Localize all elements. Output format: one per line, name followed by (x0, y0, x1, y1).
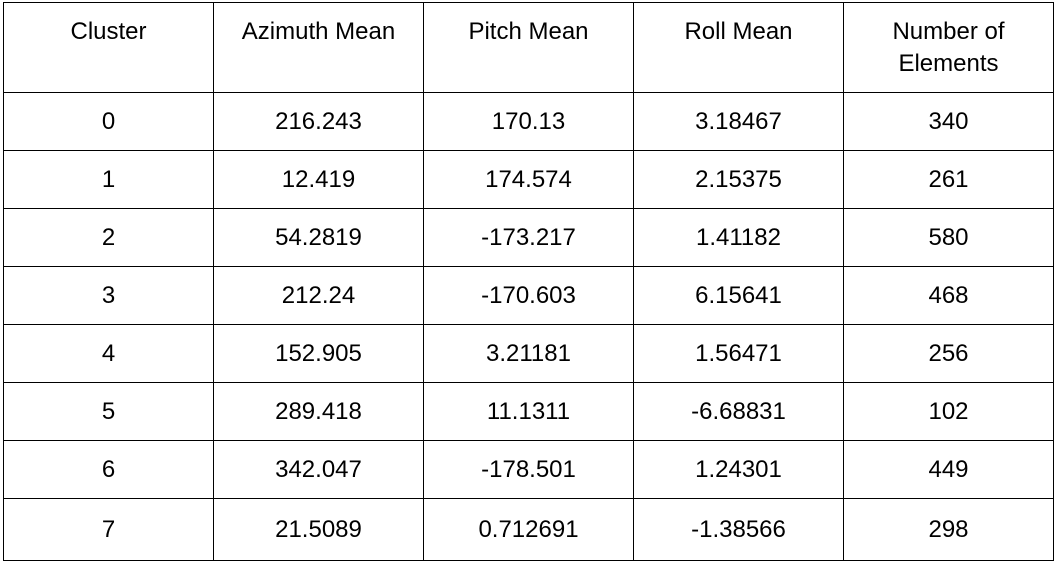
cell-azimuth-mean: 289.418 (213, 382, 424, 441)
header-cluster: Cluster (3, 2, 214, 93)
cell-azimuth-mean: 342.047 (213, 440, 424, 499)
cell-roll-mean: 6.15641 (633, 266, 844, 325)
cell-number-of-elements: 449 (843, 440, 1054, 499)
cell-azimuth-mean: 54.2819 (213, 208, 424, 267)
header-azimuth-mean: Azimuth Mean (213, 2, 424, 93)
cell-roll-mean: 1.56471 (633, 324, 844, 383)
cell-cluster: 1 (3, 150, 214, 209)
cell-cluster: 2 (3, 208, 214, 267)
cell-roll-mean: -1.38566 (633, 498, 844, 561)
cell-roll-mean: -6.68831 (633, 382, 844, 441)
table-header-row: Cluster Azimuth Mean Pitch Mean Roll Mea… (3, 2, 1054, 93)
cell-pitch-mean: 11.1311 (423, 382, 634, 441)
header-roll-mean: Roll Mean (633, 2, 844, 93)
table-row: 6 342.047 -178.501 1.24301 449 (3, 440, 1054, 499)
table-row: 2 54.2819 -173.217 1.41182 580 (3, 208, 1054, 267)
table-row: 4 152.905 3.21181 1.56471 256 (3, 324, 1054, 383)
cell-number-of-elements: 102 (843, 382, 1054, 441)
cell-number-of-elements: 468 (843, 266, 1054, 325)
table-row: 7 21.5089 0.712691 -1.38566 298 (3, 498, 1054, 561)
cell-number-of-elements: 580 (843, 208, 1054, 267)
cell-pitch-mean: 0.712691 (423, 498, 634, 561)
cell-roll-mean: 1.24301 (633, 440, 844, 499)
cell-cluster: 0 (3, 92, 214, 151)
cell-number-of-elements: 298 (843, 498, 1054, 561)
cell-roll-mean: 1.41182 (633, 208, 844, 267)
cell-roll-mean: 2.15375 (633, 150, 844, 209)
header-number-of-elements: Number of Elements (843, 2, 1054, 93)
cell-pitch-mean: -178.501 (423, 440, 634, 499)
cell-cluster: 5 (3, 382, 214, 441)
cell-number-of-elements: 256 (843, 324, 1054, 383)
cell-azimuth-mean: 216.243 (213, 92, 424, 151)
cell-roll-mean: 3.18467 (633, 92, 844, 151)
table-row: 5 289.418 11.1311 -6.68831 102 (3, 382, 1054, 441)
table-row: 1 12.419 174.574 2.15375 261 (3, 150, 1054, 209)
cell-cluster: 6 (3, 440, 214, 499)
cluster-statistics-table: Cluster Azimuth Mean Pitch Mean Roll Mea… (3, 2, 1054, 561)
table-row: 3 212.24 -170.603 6.15641 468 (3, 266, 1054, 325)
cell-azimuth-mean: 12.419 (213, 150, 424, 209)
cell-pitch-mean: 170.13 (423, 92, 634, 151)
cell-cluster: 4 (3, 324, 214, 383)
cell-pitch-mean: -170.603 (423, 266, 634, 325)
table-row: 0 216.243 170.13 3.18467 340 (3, 92, 1054, 151)
header-pitch-mean: Pitch Mean (423, 2, 634, 93)
cell-number-of-elements: 261 (843, 150, 1054, 209)
cell-number-of-elements: 340 (843, 92, 1054, 151)
cell-azimuth-mean: 21.5089 (213, 498, 424, 561)
cell-cluster: 3 (3, 266, 214, 325)
cell-pitch-mean: -173.217 (423, 208, 634, 267)
cell-pitch-mean: 174.574 (423, 150, 634, 209)
cell-cluster: 7 (3, 498, 214, 561)
cell-pitch-mean: 3.21181 (423, 324, 634, 383)
cell-azimuth-mean: 212.24 (213, 266, 424, 325)
cell-azimuth-mean: 152.905 (213, 324, 424, 383)
